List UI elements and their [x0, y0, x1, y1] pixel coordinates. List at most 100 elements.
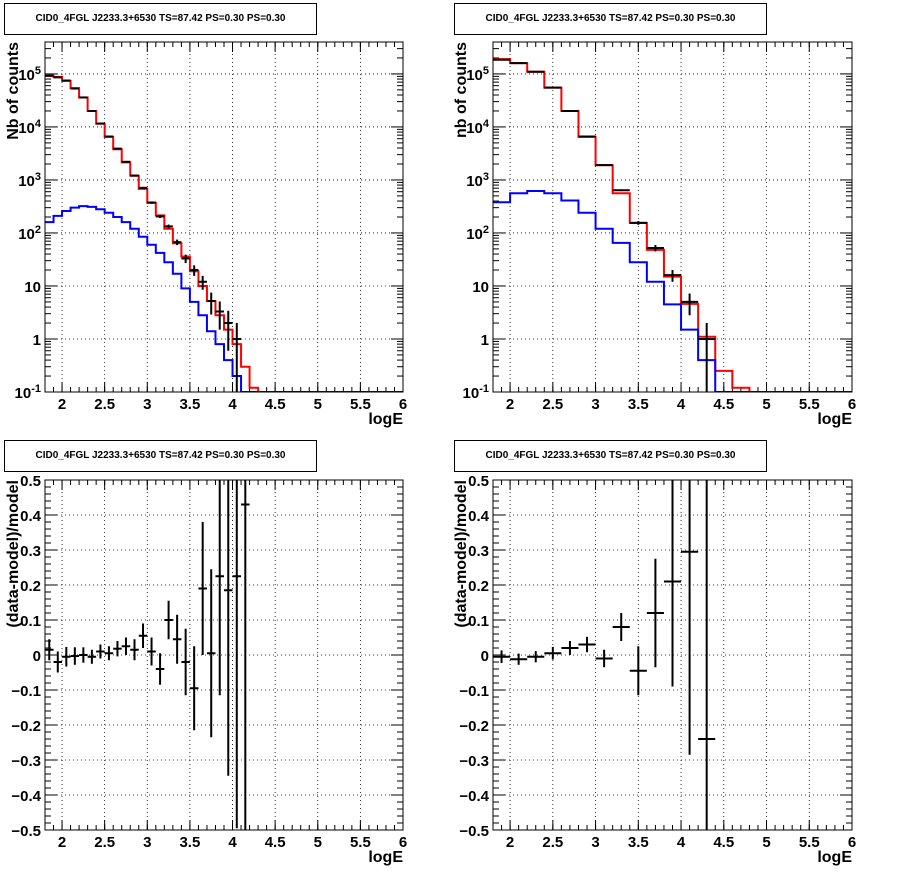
data-layer — [493, 58, 852, 392]
data-point — [198, 522, 207, 655]
data-point — [147, 637, 156, 666]
x-tick-label: 4.5 — [265, 396, 286, 413]
x-tick-label: 3 — [591, 396, 599, 413]
y-tick-label: −0.2 — [11, 718, 41, 735]
y-tick-label: 1 — [33, 332, 41, 349]
data-point — [206, 292, 216, 315]
data-point — [206, 569, 216, 738]
x-axis-label: logE — [368, 411, 403, 428]
y-axis-label: (data-model)/model — [5, 480, 22, 628]
y-tick-label: 103 — [18, 171, 41, 190]
y-tick-label: 0.3 — [20, 543, 41, 560]
data-point — [681, 293, 699, 316]
plot-area — [45, 480, 403, 830]
data-point — [629, 646, 647, 696]
data-point — [164, 600, 173, 640]
panel-3: 2 2.5 3 3.5 4 4.5 5 5.5 6 −0.5 −0.4 −0.3 −0.2 −0.1 0 0.… — [5, 473, 407, 866]
plot-frame — [492, 479, 853, 831]
data-point — [113, 641, 122, 657]
data-point — [164, 224, 173, 229]
panel-4: 2 2.5 3 3.5 4 4.5 5 5.5 6 −0.5 −0.4 −0.3 −0.2 −0.1 0 0.… — [453, 473, 856, 866]
data-point — [172, 239, 182, 246]
y-tick-label: 0.3 — [468, 543, 489, 560]
data-layer — [45, 74, 403, 392]
y-tick-label: 0 — [481, 648, 489, 665]
data-point — [510, 653, 528, 665]
data-point — [215, 301, 224, 330]
x-tick-label: 6 — [399, 396, 407, 413]
data-layer — [45, 480, 250, 830]
data-point — [561, 641, 579, 655]
y-tick-label: 0.4 — [468, 508, 490, 525]
data-point — [62, 646, 71, 667]
x-tick-label: 2 — [58, 834, 66, 851]
y-tick-label: −0.3 — [459, 753, 489, 770]
data-point — [147, 201, 156, 204]
panel1-title: CID0_4FGL J2233.3+6530 TS=87.42 PS=0.30 … — [4, 3, 317, 35]
data-point — [595, 649, 613, 668]
x-tick-label: 5 — [762, 834, 770, 851]
model-component-histogram — [493, 189, 852, 392]
data-point — [45, 639, 54, 661]
y-tick-label: 0.5 — [468, 473, 489, 490]
x-tick-label: 5.5 — [350, 396, 371, 413]
data-point — [53, 651, 63, 673]
data-point — [121, 637, 131, 655]
x-tick-label: 4.5 — [265, 834, 286, 851]
data-point — [138, 186, 148, 189]
model-component-histogram — [45, 205, 403, 392]
data-point — [224, 480, 233, 776]
plot-frame — [492, 41, 853, 393]
data-point — [79, 647, 88, 663]
x-axis-label: logE — [817, 849, 852, 866]
x-tick-label: 2.5 — [94, 396, 115, 413]
y-tick-label: 1 — [481, 332, 489, 349]
y-tick-label: 104 — [466, 118, 490, 137]
y-tick-label: 105 — [466, 65, 489, 84]
y-tick-label: −0.5 — [459, 823, 489, 840]
x-tick-label: 5 — [314, 834, 322, 851]
data-point — [155, 653, 165, 685]
y-tick-label: −0.4 — [11, 788, 41, 805]
y-tick-label: −0.3 — [11, 753, 41, 770]
x-tick-label: 5.5 — [799, 834, 820, 851]
x-tick-label: 4.5 — [713, 396, 734, 413]
data-point — [224, 310, 233, 351]
x-tick-label: 3.5 — [179, 396, 200, 413]
data-point — [544, 646, 562, 660]
data-point — [215, 480, 224, 696]
x-axis-label: logE — [817, 411, 852, 428]
data-point — [155, 214, 165, 219]
y-tick-label: 10-1 — [15, 383, 41, 402]
y-axis-label: (data-model)/model — [453, 480, 470, 628]
x-tick-label: 5 — [762, 396, 770, 413]
x-tick-label: 2 — [58, 396, 66, 413]
y-tick-label: 0 — [33, 648, 41, 665]
plot-area — [493, 42, 852, 392]
x-tick-label: 3 — [591, 834, 599, 851]
data-point — [130, 174, 139, 177]
y-tick-label: 105 — [18, 65, 41, 84]
y-tick-label: −0.1 — [11, 683, 41, 700]
x-tick-label: 4.5 — [713, 834, 734, 851]
data-point — [130, 639, 139, 661]
data-point — [612, 189, 630, 192]
data-point — [232, 323, 242, 392]
y-tick-label: −0.1 — [459, 683, 489, 700]
data-point — [646, 245, 664, 252]
panel2-title: CID0_4FGL J2233.3+6530 TS=87.42 PS=0.30 … — [454, 3, 767, 35]
data-point — [189, 646, 199, 731]
y-tick-label: 0.4 — [20, 508, 42, 525]
y-tick-label: −0.4 — [459, 788, 489, 805]
data-point — [493, 650, 511, 664]
data-point — [172, 614, 182, 664]
data-point — [96, 644, 105, 659]
y-tick-label: 10 — [24, 279, 41, 296]
panel3-title: CID0_4FGL J2233.3+6530 TS=87.42 PS=0.30 … — [4, 440, 317, 472]
data-point — [595, 164, 613, 167]
data-point — [198, 275, 207, 290]
y-tick-label: 10 — [472, 279, 489, 296]
x-tick-label: 6 — [848, 834, 856, 851]
x-tick-label: 6 — [848, 396, 856, 413]
